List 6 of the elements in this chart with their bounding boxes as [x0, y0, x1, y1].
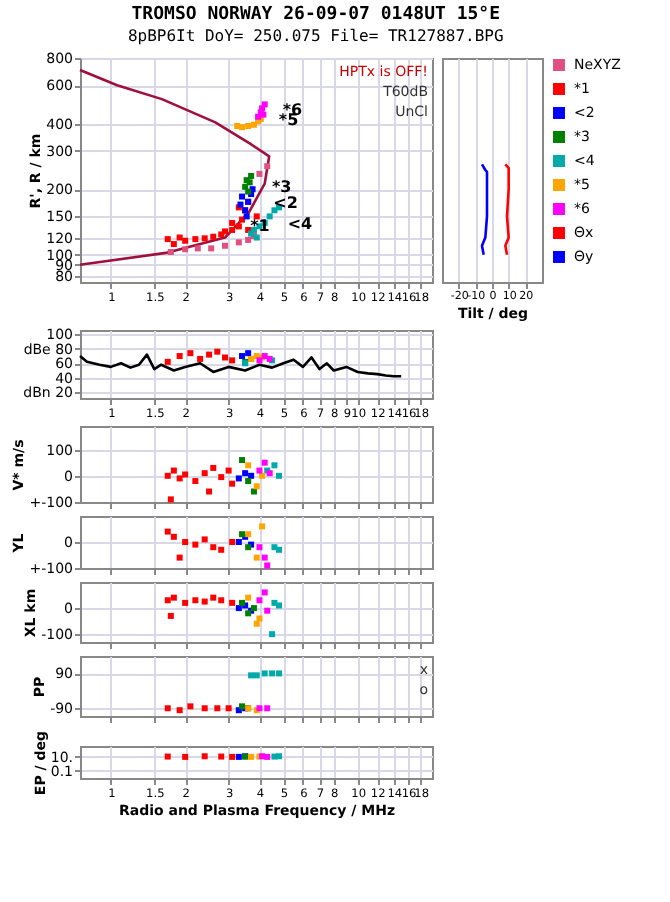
annotation: *3: [271, 178, 292, 197]
annotation: *1: [250, 216, 271, 235]
chart-subtitle: 8pBP6It DoY= 250.075 File= TR127887.BPG: [127, 27, 504, 45]
annotation: <4: [287, 215, 314, 234]
chart-title: TROMSO NORWAY 26-09-07 0148UT 15°E: [131, 5, 500, 25]
annotation: <2: [273, 194, 298, 213]
